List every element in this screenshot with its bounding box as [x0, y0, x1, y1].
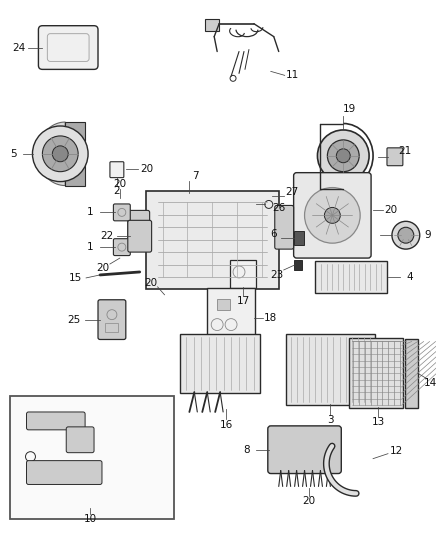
- Text: 27: 27: [285, 187, 298, 197]
- Text: 15: 15: [68, 273, 82, 283]
- Polygon shape: [38, 122, 65, 185]
- Circle shape: [398, 227, 414, 243]
- FancyBboxPatch shape: [113, 239, 130, 256]
- Circle shape: [318, 130, 369, 182]
- FancyBboxPatch shape: [405, 339, 418, 408]
- FancyBboxPatch shape: [39, 26, 98, 69]
- Text: 4: 4: [406, 272, 413, 282]
- FancyBboxPatch shape: [268, 426, 341, 473]
- FancyBboxPatch shape: [293, 173, 371, 258]
- FancyBboxPatch shape: [217, 299, 230, 310]
- Text: 24: 24: [12, 43, 25, 53]
- FancyBboxPatch shape: [275, 205, 293, 249]
- Text: 8: 8: [244, 445, 250, 455]
- FancyBboxPatch shape: [294, 260, 302, 270]
- Text: 23: 23: [270, 270, 283, 280]
- FancyBboxPatch shape: [27, 461, 102, 484]
- Text: 16: 16: [219, 420, 233, 430]
- Circle shape: [336, 149, 350, 163]
- Text: 12: 12: [390, 446, 403, 456]
- FancyBboxPatch shape: [349, 338, 403, 408]
- Circle shape: [52, 146, 68, 161]
- Text: 19: 19: [343, 104, 356, 114]
- Text: 5: 5: [10, 149, 17, 159]
- Circle shape: [32, 126, 88, 182]
- Text: 20: 20: [96, 263, 110, 273]
- Text: 13: 13: [371, 417, 385, 427]
- Circle shape: [42, 136, 78, 172]
- FancyBboxPatch shape: [113, 204, 130, 221]
- FancyBboxPatch shape: [65, 122, 85, 185]
- Text: 14: 14: [424, 378, 437, 388]
- Text: 1: 1: [87, 242, 93, 252]
- FancyBboxPatch shape: [146, 190, 279, 289]
- FancyBboxPatch shape: [180, 334, 260, 393]
- FancyBboxPatch shape: [66, 427, 94, 453]
- FancyBboxPatch shape: [98, 300, 126, 340]
- Text: 2: 2: [113, 185, 120, 196]
- Circle shape: [392, 221, 420, 249]
- FancyBboxPatch shape: [27, 412, 85, 430]
- Text: 6: 6: [270, 229, 277, 239]
- Text: 9: 9: [424, 230, 431, 240]
- FancyBboxPatch shape: [286, 334, 375, 405]
- Circle shape: [304, 188, 360, 243]
- Text: 11: 11: [286, 70, 299, 80]
- Circle shape: [327, 140, 359, 172]
- Text: 20: 20: [113, 179, 127, 189]
- FancyBboxPatch shape: [230, 260, 256, 288]
- FancyBboxPatch shape: [315, 261, 387, 293]
- FancyBboxPatch shape: [128, 220, 152, 252]
- Text: 25: 25: [67, 314, 81, 325]
- FancyBboxPatch shape: [110, 161, 124, 177]
- Text: 7: 7: [192, 171, 199, 181]
- FancyBboxPatch shape: [205, 19, 219, 31]
- Text: 20: 20: [144, 278, 157, 288]
- Text: 20: 20: [385, 205, 398, 215]
- Text: 1: 1: [87, 207, 93, 217]
- FancyBboxPatch shape: [207, 288, 255, 348]
- FancyBboxPatch shape: [293, 231, 304, 245]
- Circle shape: [325, 207, 340, 223]
- FancyBboxPatch shape: [10, 396, 174, 519]
- Text: 22: 22: [100, 231, 113, 241]
- Text: 26: 26: [272, 204, 286, 213]
- Text: 21: 21: [398, 146, 411, 156]
- Text: 20: 20: [302, 496, 315, 506]
- Text: 17: 17: [237, 296, 250, 306]
- FancyBboxPatch shape: [387, 148, 403, 166]
- Text: 10: 10: [84, 514, 97, 524]
- Text: 20: 20: [140, 164, 153, 174]
- FancyBboxPatch shape: [128, 211, 150, 244]
- Text: 3: 3: [327, 415, 334, 425]
- Text: 18: 18: [264, 313, 277, 322]
